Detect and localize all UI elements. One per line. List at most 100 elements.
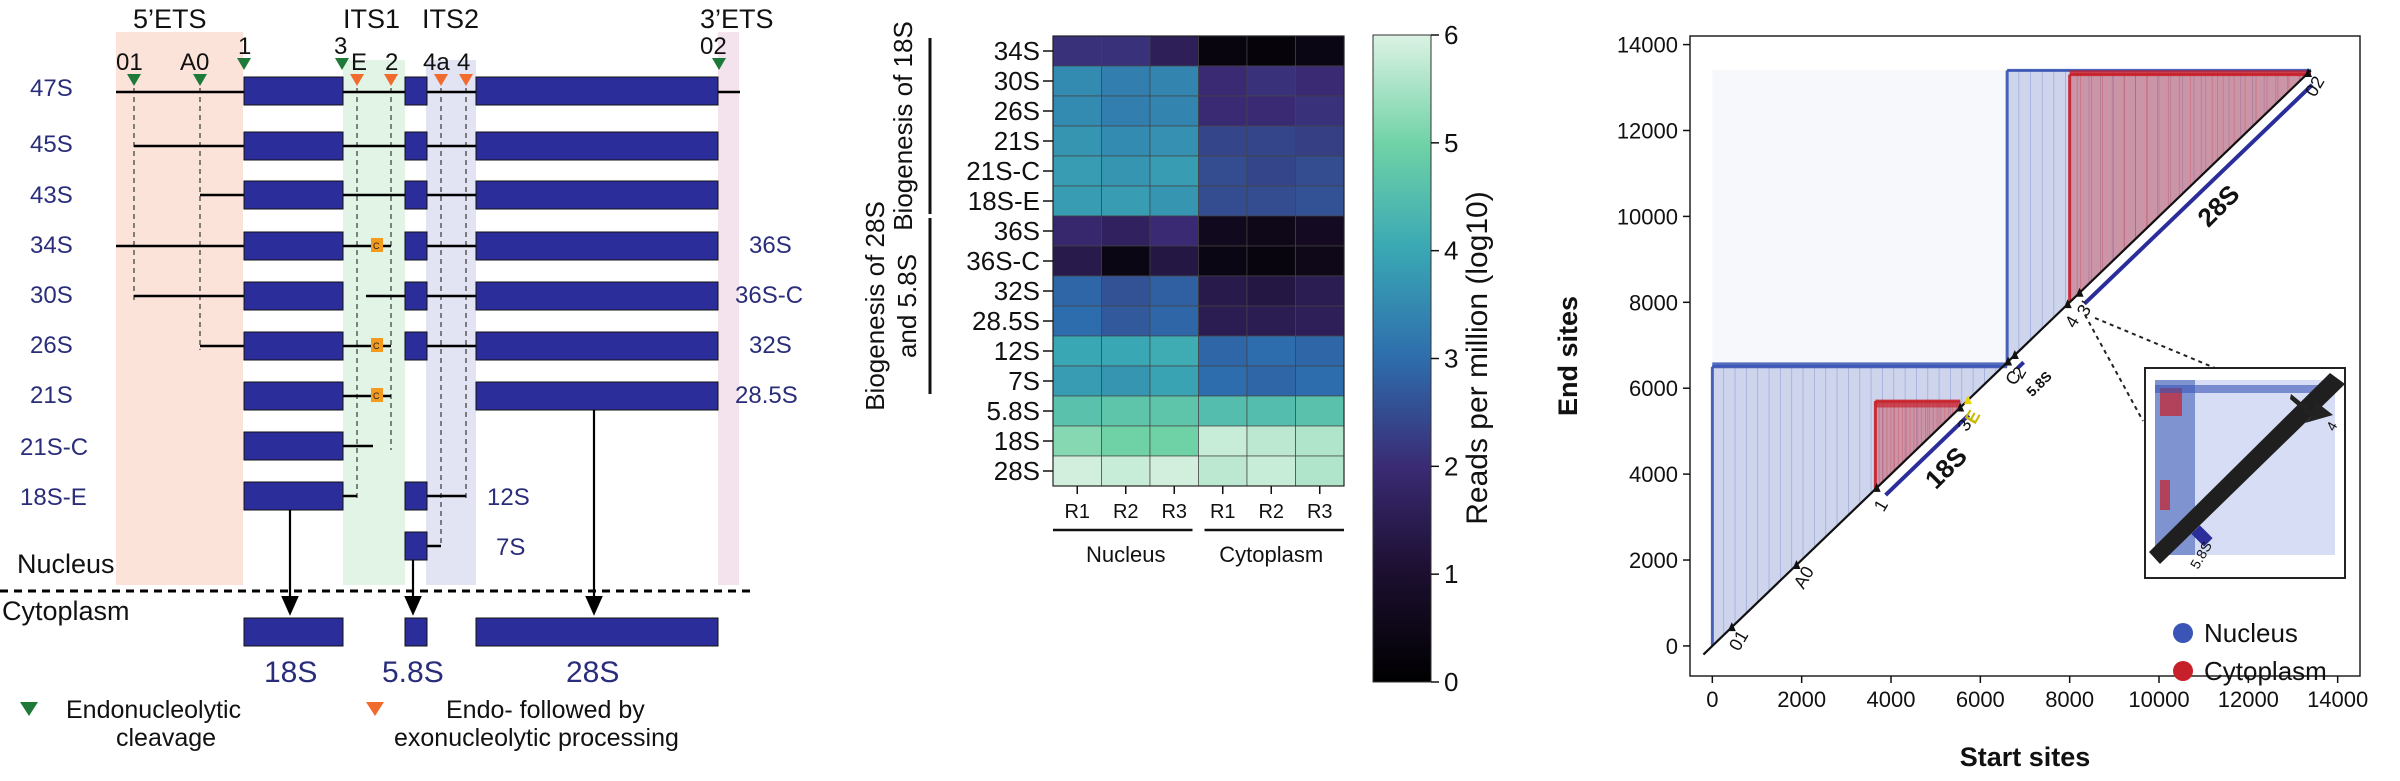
heat-cell-28S-2	[1149, 455, 1199, 487]
y-tick-label: 10000	[1617, 204, 1678, 229]
precursor-26S	[200, 331, 719, 361]
ets5-region	[116, 32, 243, 585]
colorbar-tick-label: 3	[1444, 344, 1458, 374]
heatmap-row-label-5.8S: 5.8S	[987, 396, 1041, 426]
region-label-its1: ITS1	[343, 4, 400, 34]
y-tick-label: 8000	[1629, 290, 1678, 315]
heatmap-col-label-R1: R1	[1064, 501, 1090, 523]
site-arrow-01	[1727, 622, 1736, 632]
heat-cell-36S-C-3	[1198, 245, 1248, 277]
heat-cell-18S-E-1	[1101, 185, 1151, 217]
precursor-45S	[134, 131, 719, 161]
heat-cell-12S-1	[1101, 335, 1151, 367]
heat-cell-26S-3	[1198, 95, 1248, 127]
precursor-18S-E	[243, 481, 466, 511]
heat-cell-30S-2	[1149, 65, 1199, 97]
x-tick-label: 14000	[2307, 687, 2368, 712]
nucleus-label: Nucleus	[17, 549, 115, 579]
heat-cell-5.8S-2	[1149, 395, 1199, 427]
heat-cell-30S-1	[1101, 65, 1151, 97]
its1-region	[343, 60, 405, 585]
legend-cytoplasm-label: Cytoplasm	[2204, 656, 2327, 686]
heat-cell-21S-5	[1295, 125, 1345, 157]
heat-cell-36S-0	[1052, 215, 1102, 247]
heatmap-row-label-21S-C: 21S-C	[966, 156, 1040, 186]
heat-cell-34S-1	[1101, 35, 1151, 67]
row-label-45S: 45S	[30, 131, 73, 158]
heatmap-col-label-R2: R2	[1113, 501, 1139, 523]
heat-cell-7S-1	[1101, 365, 1151, 397]
heat-cell-36S-C-2	[1149, 245, 1199, 277]
site-label-e: E	[351, 49, 367, 76]
heat-cell-28.5S-2	[1149, 305, 1199, 337]
row-label-12S: 12S	[487, 484, 530, 511]
y-tick-label: 12000	[1617, 118, 1678, 143]
heat-cell-5.8S-3	[1198, 395, 1248, 427]
heatmap-row-labels: 34S30S26S21S21S-C18S-E36S36S-C32S28.5S12…	[966, 36, 1053, 486]
heat-cell-18S-E-4	[1246, 185, 1296, 217]
site-label-1: 1	[238, 33, 251, 60]
heat-cell-34S-5	[1295, 35, 1345, 67]
row-group-label: Biogenesis of 18S	[888, 21, 918, 231]
heat-cell-12S-2	[1149, 335, 1199, 367]
row-label-26S: 26S	[30, 332, 73, 359]
heat-cell-21S-1	[1101, 125, 1151, 157]
heat-cell-34S-0	[1052, 35, 1102, 67]
heat-cell-18S-2	[1149, 425, 1199, 457]
heat-cell-18S-1	[1101, 425, 1151, 457]
row-label-18S-E: 18S-E	[20, 484, 87, 511]
endo-site-02-marker	[712, 58, 726, 70]
heat-cell-36S-1	[1101, 215, 1151, 247]
inset-diagonal-bar	[2149, 373, 2345, 564]
heat-cell-36S-C-5	[1295, 245, 1345, 277]
row-group-label: Biogenesis of 28Sand 5.8S	[860, 201, 922, 411]
heat-cell-18S-3	[1198, 425, 1248, 457]
heat-cell-26S-0	[1052, 95, 1102, 127]
site-label-01: 01	[116, 49, 143, 76]
site-label-4: 4	[457, 49, 470, 76]
heat-cell-28S-4	[1246, 455, 1296, 487]
heat-cell-32S-0	[1052, 275, 1102, 307]
heat-cell-18S-5	[1295, 425, 1345, 457]
heat-cell-26S-2	[1149, 95, 1199, 127]
endo-site-a0-marker	[193, 74, 207, 86]
heatmap-col-label-R1: R1	[1210, 501, 1236, 523]
heat-cell-21S-C-2	[1149, 155, 1199, 187]
region-label-5ets: 5’ETS	[133, 4, 207, 34]
colorbar-tick-label: 5	[1444, 128, 1458, 158]
colorbar-tick-label: 1	[1444, 559, 1458, 589]
colorbar-tick-label: 4	[1444, 236, 1458, 266]
site-label-4a: 4a	[423, 49, 450, 76]
row-label-7S: 7S	[496, 534, 525, 561]
endo-site-01-marker	[127, 74, 141, 86]
y-tick-label: 4000	[1629, 462, 1678, 487]
row-group-label-line: and 5.8S	[892, 254, 922, 358]
mature-5.8S-block	[404, 617, 428, 647]
heatmap-panel: 34S30S26S21S21S-C18S-E36S36S-C32S28.5S12…	[860, 20, 1494, 697]
heat-cell-36S-C-1	[1101, 245, 1151, 277]
legend-exo-text: Endo- followed by exonucleolytic process…	[394, 696, 679, 752]
site-arrow-4	[2063, 299, 2072, 309]
heat-cell-18S-E-3	[1198, 185, 1248, 217]
heat-cell-7S-4	[1246, 365, 1296, 397]
endo-site-3-marker	[335, 58, 349, 70]
heatmap-row-label-36S-C: 36S-C	[966, 246, 1040, 276]
legend-exo-line2: exonucleolytic processing	[394, 724, 679, 752]
heat-cell-5.8S-0	[1052, 395, 1102, 427]
heat-cell-36S-C-4	[1246, 245, 1296, 277]
heat-cell-32S-5	[1295, 275, 1345, 307]
heat-cell-21S-3	[1198, 125, 1248, 157]
colorbar	[1372, 34, 1432, 683]
processing-diagram: 5’ETS ITS1 ITS2 3’ETS 01 A0 1 3 E 2 4a 4…	[0, 4, 803, 752]
x-tick-label: 2000	[1777, 687, 1826, 712]
contact-block-cytoplasm-2	[1873, 399, 1961, 490]
column-group-label-cytoplasm: Cytoplasm	[1219, 542, 1323, 567]
heat-cell-12S-3	[1198, 335, 1248, 367]
heat-cell-32S-2	[1149, 275, 1199, 307]
mature-label-28S: 28S	[566, 656, 619, 689]
heat-cell-21S-C-5	[1295, 155, 1345, 187]
legend-endo-text: Endonucleolytic cleavage	[66, 696, 248, 752]
heat-cell-28.5S-3	[1198, 305, 1248, 337]
x-tick-label: 12000	[2218, 687, 2279, 712]
